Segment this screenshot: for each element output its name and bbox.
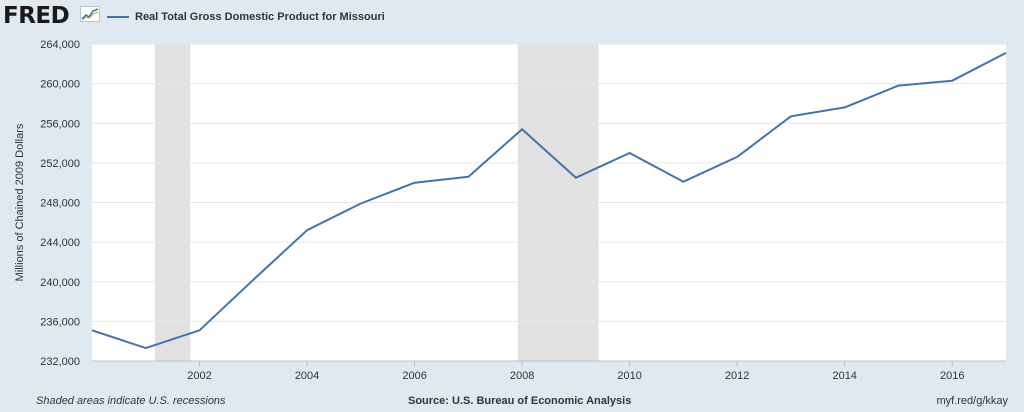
y-tick-label: 260,000 xyxy=(40,79,80,91)
x-tick-label: 2002 xyxy=(187,370,211,382)
fred-logo[interactable]: FRED xyxy=(3,3,70,29)
chart-line-icon xyxy=(80,6,100,22)
x-tick-label: 2004 xyxy=(295,370,319,382)
y-tick-label: 236,000 xyxy=(40,316,80,328)
x-tick-label: 2016 xyxy=(940,370,964,382)
y-tick-label: 232,000 xyxy=(40,356,80,368)
y-axis-label: Millions of Chained 2009 Dollars xyxy=(14,123,26,281)
x-tick-label: 2012 xyxy=(725,370,749,382)
x-tick-label: 2008 xyxy=(510,370,534,382)
y-tick-label: 240,000 xyxy=(40,277,80,289)
short-url-link[interactable]: myf.red/g/kkay xyxy=(936,395,1008,407)
chart-header: FRED Real Total Gross Domestic Product f… xyxy=(0,0,1024,34)
y-tick-label: 248,000 xyxy=(40,198,80,210)
legend-line-swatch xyxy=(107,16,129,18)
series-line xyxy=(91,52,1007,350)
recession-note: Shaded areas indicate U.S. recessions xyxy=(36,395,226,407)
x-tick-label: 2006 xyxy=(402,370,426,382)
x-tick-label: 2014 xyxy=(832,370,856,382)
y-tick-label: 244,000 xyxy=(40,237,80,249)
y-tick-label: 256,000 xyxy=(40,118,80,130)
chart-legend[interactable]: Real Total Gross Domestic Product for Mi… xyxy=(107,8,385,26)
legend-series-label: Real Total Gross Domestic Product for Mi… xyxy=(135,11,385,23)
x-tick-label: 2010 xyxy=(617,370,641,382)
source-note: Source: U.S. Bureau of Economic Analysis xyxy=(408,395,632,407)
y-tick-label: 252,000 xyxy=(40,158,80,170)
y-tick-label: 264,000 xyxy=(40,39,80,51)
